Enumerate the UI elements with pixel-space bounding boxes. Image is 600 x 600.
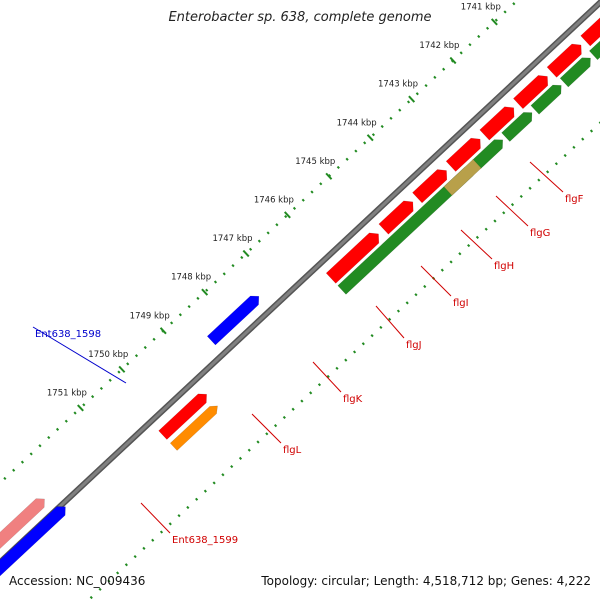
gene-label: flgG (530, 228, 550, 239)
tick-label: 1751 kbp (47, 389, 87, 399)
gene-label: Ent638_1598 (35, 329, 101, 340)
flg-gene-bar (513, 75, 549, 110)
major-tick (449, 56, 457, 65)
cds-bar (588, 40, 600, 61)
gene-label: flgJ (406, 340, 422, 351)
blue-gene-bar-lower (0, 506, 66, 577)
tick-label: 1746 kbp (254, 195, 294, 205)
major-tick (201, 288, 209, 296)
ent638-1599-cds-bar (169, 405, 218, 451)
tick-label: 1742 kbp (419, 41, 459, 51)
tick-label: 1745 kbp (295, 157, 335, 167)
major-tick (283, 211, 291, 219)
tick-label: 1741 kbp (461, 2, 501, 12)
genome-summary: Topology: circular; Length: 4,518,712 bp… (261, 574, 591, 588)
ent638-1599-bar (158, 393, 207, 440)
major-tick (242, 249, 250, 258)
flg-gene-bar (479, 106, 515, 141)
gene-label: flgF (565, 194, 584, 205)
tick-ring-inner (86, 121, 600, 600)
label-leader (495, 195, 529, 227)
flg-gene-bar (445, 137, 481, 172)
gene-label: flgK (343, 394, 363, 405)
tick-label: 1744 kbp (337, 118, 377, 128)
label-leader (140, 502, 171, 534)
accession-text: Accession: NC_009436 (9, 574, 146, 588)
major-tick (159, 327, 167, 335)
genome-backbone-inner (0, 0, 600, 565)
flg-gene-bar (546, 43, 582, 78)
flg-gene-bar (580, 17, 600, 47)
major-tick (408, 95, 416, 103)
tick-label: 1743 kbp (378, 80, 418, 90)
label-leader (32, 326, 127, 384)
cds-bar (530, 84, 562, 115)
flgJ-bar (443, 159, 482, 196)
gene-label: flgL (283, 445, 302, 456)
gene-label: Ent638_1599 (172, 535, 238, 546)
flg-gene-bar (378, 200, 414, 235)
pink-gene-bar (0, 498, 45, 549)
major-tick (118, 365, 126, 373)
major-tick (77, 404, 84, 412)
gene-label: flgH (494, 261, 514, 272)
flg-gene-bar (325, 232, 380, 284)
gene-label: flgI (453, 298, 469, 309)
ent638-1598-bar (206, 295, 260, 346)
label-leader (460, 229, 493, 260)
tick-label: 1747 kbp (212, 234, 252, 244)
map-title: Enterobacter sp. 638, complete genome (168, 10, 432, 25)
cds-bar (559, 57, 591, 88)
major-tick (325, 172, 333, 180)
major-tick (490, 18, 498, 26)
tick-label: 1748 kbp (171, 273, 211, 283)
flg-gene-bar (412, 169, 448, 204)
label-leader (420, 265, 452, 297)
label-leader (375, 305, 405, 339)
label-leader (251, 413, 282, 444)
tick-label: 1749 kbp (130, 311, 170, 321)
label-leader (312, 361, 342, 393)
label-leader (529, 161, 564, 193)
major-tick (366, 134, 374, 142)
cds-bar (501, 112, 533, 142)
tick-label: 1750 kbp (88, 350, 128, 360)
